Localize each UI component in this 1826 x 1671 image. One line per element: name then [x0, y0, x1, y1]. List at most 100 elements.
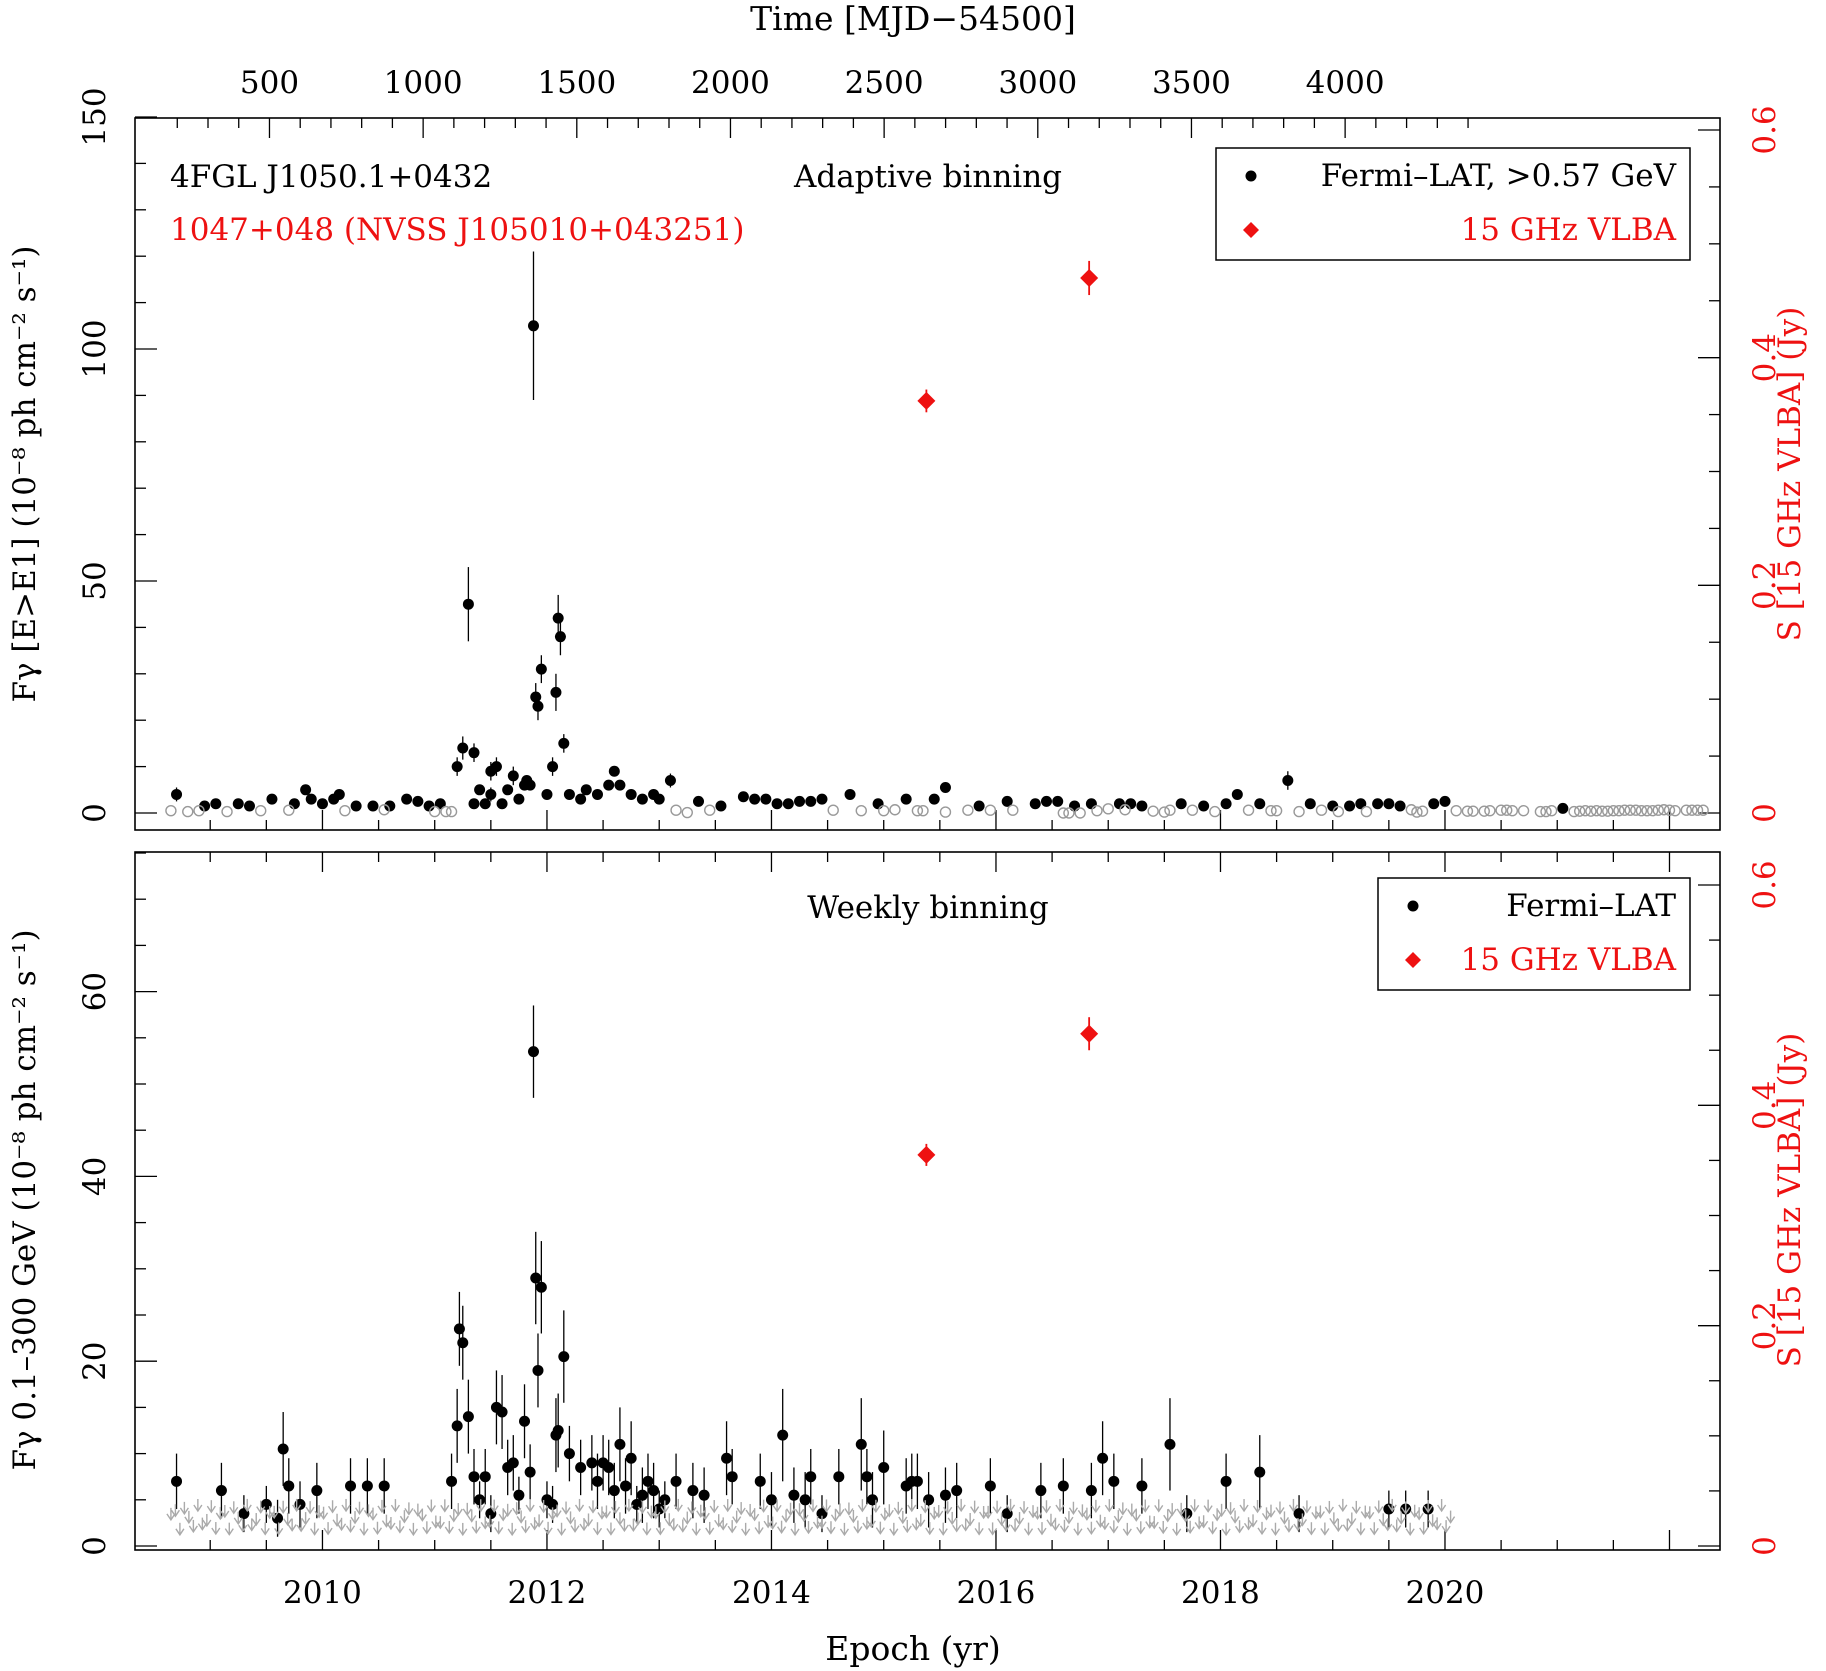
upper-limit-arrowhead — [449, 1514, 459, 1523]
upper-limit-arrowhead — [911, 1523, 921, 1531]
fermi-point — [1220, 798, 1232, 810]
upper-limit-point — [1242, 804, 1255, 816]
upper-limit-arrowhead — [1243, 1522, 1254, 1531]
left-tick-label: 60 — [77, 972, 113, 1011]
upper-limit-arrowhead — [350, 1516, 360, 1525]
upper-limit-point — [962, 804, 974, 816]
fermi-point — [760, 793, 772, 805]
upper-limit-point — [1540, 805, 1552, 818]
fermi-point — [547, 761, 559, 773]
upper-limit-arrowhead — [1401, 1507, 1411, 1515]
upper-limit-arrowhead — [1270, 1528, 1281, 1536]
upper-limit-arrowhead — [750, 1513, 760, 1522]
fermi-point — [462, 598, 474, 610]
fermi-point — [378, 1480, 390, 1492]
upper-limit-arrowhead — [1410, 1510, 1420, 1519]
upper-limit-arrowhead — [345, 1525, 356, 1534]
fermi-point — [872, 798, 884, 810]
fermi-point — [951, 1485, 963, 1497]
upper-limit-arrowhead — [1396, 1517, 1406, 1525]
left-tick-label: 150 — [77, 87, 113, 146]
upper-limit-arrowhead — [718, 1523, 728, 1531]
fermi-point — [939, 1489, 951, 1501]
upper-limit-arrowhead — [637, 1506, 647, 1515]
fermi-point — [288, 798, 300, 810]
upper-limit-point — [827, 804, 839, 816]
x-axis-title: Epoch (yr) — [825, 1629, 1000, 1668]
year-tick-label: 2012 — [508, 1575, 587, 1611]
fermi-point — [737, 791, 749, 803]
upper-limit-arrowhead — [835, 1509, 845, 1517]
upper-limit-arrowhead — [1131, 1514, 1141, 1522]
upper-limit-arrowhead — [1064, 1516, 1074, 1525]
upper-limit-point — [1265, 804, 1277, 817]
upper-limit-arrowhead — [1338, 1504, 1348, 1513]
upper-limit-arrowhead — [660, 1506, 670, 1514]
upper-limit-arrowhead — [521, 1525, 531, 1534]
upper-limit-arrowhead — [1149, 1521, 1159, 1530]
upper-limit-point — [1484, 804, 1496, 817]
legend-fermi-label: Fermi–LAT, >0.57 GeV — [1321, 158, 1677, 194]
fermi-point — [1254, 798, 1266, 810]
upper-limit-arrowhead — [256, 1506, 266, 1514]
mjd-tick-label: 2000 — [691, 65, 770, 101]
upper-limit-arrowhead — [714, 1519, 724, 1528]
upper-limit-arrowhead — [1037, 1527, 1047, 1536]
upper-limit-point — [1293, 805, 1305, 818]
upper-limit-arrowhead — [741, 1528, 751, 1537]
fermi-point — [199, 800, 211, 812]
fermi-point — [1198, 800, 1210, 812]
upper-limit-arrowhead — [1127, 1509, 1137, 1517]
fermi-point — [754, 1475, 766, 1487]
upper-limit-arrowhead — [610, 1506, 621, 1515]
upper-limit-arrowhead — [682, 1517, 692, 1525]
upper-limit-arrowhead — [354, 1507, 365, 1515]
upper-limit-arrowhead — [988, 1528, 998, 1536]
upper-limit-arrowhead — [763, 1520, 773, 1529]
fermi-point — [833, 1471, 845, 1483]
upper-limit-point — [1568, 805, 1580, 818]
upper-limit-arrowhead — [386, 1522, 396, 1531]
upper-limit-arrowhead — [525, 1504, 535, 1513]
upper-limit-arrowhead — [1437, 1504, 1447, 1513]
fermi-point — [1327, 800, 1339, 812]
upper-limit-point — [1680, 804, 1693, 816]
upper-limit-arrowhead — [736, 1507, 746, 1516]
fermi-point — [384, 800, 396, 812]
mjd-tick-label: 1500 — [537, 65, 616, 101]
upper-limit-arrowhead — [1014, 1517, 1025, 1526]
upper-limit-arrowhead — [1199, 1520, 1209, 1529]
year-tick-label: 2020 — [1406, 1575, 1485, 1611]
fermi-point — [1372, 798, 1384, 810]
upper-limit-point — [855, 804, 867, 817]
fermi-point — [1052, 795, 1064, 807]
upper-limit-arrowhead — [408, 1528, 418, 1537]
fermi-point — [266, 793, 278, 805]
upper-limit-arrowhead — [920, 1505, 930, 1514]
upper-limit-arrowhead — [202, 1519, 212, 1528]
upper-limit-arrowhead — [458, 1528, 468, 1537]
upper-limit-point — [1158, 806, 1171, 818]
fermi-point — [844, 788, 856, 800]
upper-limit-arrowhead — [359, 1528, 369, 1537]
upper-limit-arrowhead — [1333, 1524, 1343, 1533]
fermi-point — [636, 793, 648, 805]
upper-limit-point — [1495, 804, 1507, 816]
upper-limit-arrowhead — [274, 1528, 284, 1536]
right-axis-title-bottom: S [15 GHz VLBA] (Jy) — [1772, 1033, 1808, 1368]
fermi-point — [1001, 795, 1013, 807]
fermi-point — [816, 793, 828, 805]
fermi-point — [563, 1448, 575, 1460]
fermi-point — [715, 800, 727, 812]
fermi-point — [527, 1046, 539, 1058]
upper-limit-arrowhead — [1113, 1515, 1123, 1524]
upper-limit-arrowhead — [601, 1511, 612, 1519]
upper-limit-arrowhead — [615, 1517, 625, 1526]
upper-limit-arrowhead — [1217, 1509, 1227, 1518]
year-tick-label: 2018 — [1181, 1575, 1260, 1611]
upper-limit-point — [1596, 805, 1608, 817]
upper-limit-arrowhead — [372, 1527, 383, 1536]
upper-limit-arrowhead — [570, 1525, 580, 1533]
upper-limit-arrowhead — [543, 1527, 553, 1536]
upper-limit-arrowhead — [539, 1505, 549, 1514]
